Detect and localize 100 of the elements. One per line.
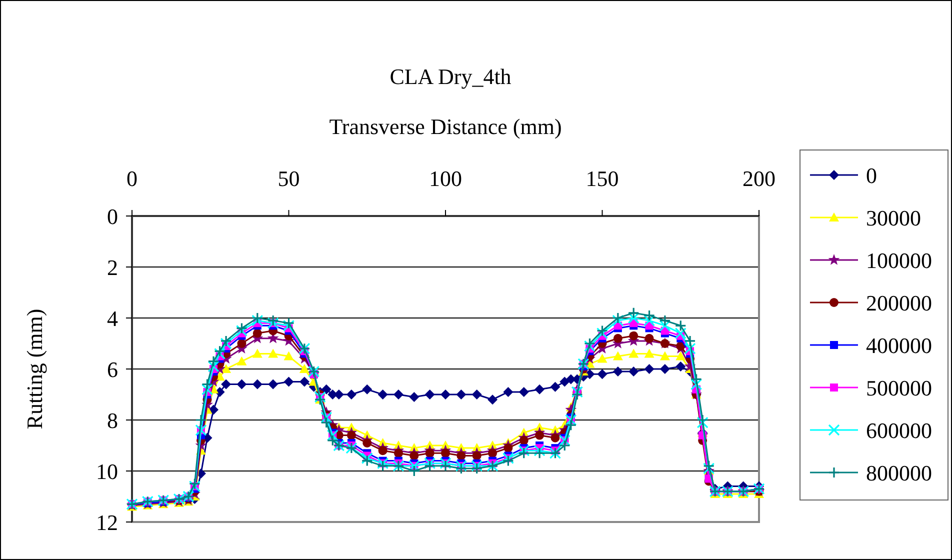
x-tick-label: 0 [126,166,138,191]
point [674,328,686,340]
point [268,348,278,358]
point [361,455,373,467]
point [703,462,715,474]
point [696,414,708,426]
point [393,390,404,400]
point [690,373,702,385]
point [282,317,295,329]
point [558,440,570,452]
point [488,448,498,458]
chart-title: CLA Dry_4th [390,64,512,89]
y-tick-label: 4 [107,306,118,331]
x-tick-label: 100 [429,166,462,191]
point [268,379,278,390]
y-tick-label: 6 [107,357,118,382]
legend-label: 30000 [866,206,921,230]
legend-label: 600000 [866,418,932,443]
point [684,335,696,347]
point [424,390,435,400]
point [612,366,623,377]
x-tick-label: 150 [586,166,619,191]
point [236,379,247,390]
legend-label: 500000 [866,376,932,400]
point [378,446,388,456]
point [195,414,207,426]
point [597,354,608,363]
x-tick-label: 200 [742,166,776,191]
point [471,462,483,474]
legend-label: 800000 [866,460,932,486]
point [221,364,232,373]
point [201,378,214,390]
point [378,390,388,400]
point [644,334,654,343]
point [504,444,513,453]
point [252,379,262,390]
point [629,331,638,340]
point [394,448,403,458]
point [208,360,220,372]
point [643,314,656,326]
point [502,455,514,467]
point [408,465,420,477]
y-tick-label: 8 [107,408,118,433]
point [472,390,482,400]
point [236,324,248,337]
point [440,460,452,472]
point [284,351,294,360]
point [703,460,715,472]
point [208,356,220,368]
legend-label: 200000 [866,290,932,316]
point [441,448,450,458]
point [410,451,419,460]
point [644,348,654,358]
point [612,312,624,324]
point [282,320,295,332]
point [220,335,232,347]
point [628,348,639,358]
point [534,444,546,456]
point [252,314,264,326]
point [628,307,640,319]
point [362,384,372,394]
x-tick-label: 50 [278,166,300,191]
point [361,452,373,464]
point [535,430,544,440]
point [284,376,294,387]
point [659,320,671,332]
point [628,366,639,377]
point [456,451,466,460]
point [299,364,310,373]
point [550,382,560,392]
point [660,364,670,374]
point [236,322,248,334]
point [676,351,686,360]
point [299,376,310,387]
point [660,351,670,360]
y-tick-label: 12 [96,510,118,535]
point [455,462,467,474]
point [409,392,420,402]
point [596,328,608,340]
point [424,460,436,472]
point [201,384,214,396]
point [503,386,514,397]
point [472,451,482,460]
point [252,328,262,338]
point [252,312,264,324]
point [534,447,546,459]
point [346,390,356,400]
point [425,448,434,458]
point [362,438,372,448]
point [214,345,226,357]
point [519,436,528,445]
point [534,384,545,394]
point [220,338,232,350]
point [612,351,623,360]
point [571,388,583,400]
x-axis-title: Transverse Distance (mm) [329,114,562,139]
point [214,348,226,360]
point [560,376,570,387]
point [613,334,622,343]
point [267,314,279,326]
